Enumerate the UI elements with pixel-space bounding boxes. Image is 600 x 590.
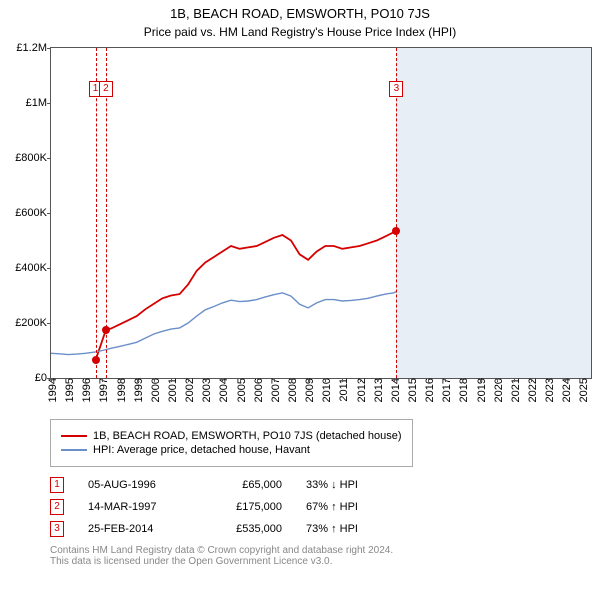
event-number: 2 xyxy=(50,499,64,515)
event-date: 14-MAR-1997 xyxy=(88,501,188,513)
ytick-mark xyxy=(47,48,51,49)
xtick-mark xyxy=(462,378,463,382)
ytick-mark xyxy=(47,213,51,214)
xtick-mark xyxy=(51,378,52,382)
chart-plot-area: £0£200K£400K£600K£800K£1M£1.2M1994199519… xyxy=(50,47,592,379)
xtick-mark xyxy=(137,378,138,382)
legend-item: HPI: Average price, detached house, Hava… xyxy=(61,444,402,456)
xtick-mark xyxy=(68,378,69,382)
xtick-mark xyxy=(394,378,395,382)
event-delta: 73% ↑ HPI xyxy=(306,523,386,535)
xtick-mark xyxy=(377,378,378,382)
xtick-mark xyxy=(411,378,412,382)
legend-label: HPI: Average price, detached house, Hava… xyxy=(93,444,310,456)
chart-subtitle: Price paid vs. HM Land Registry's House … xyxy=(0,21,600,47)
legend-swatch xyxy=(61,449,87,450)
xtick-mark xyxy=(85,378,86,382)
xtick-mark xyxy=(342,378,343,382)
xtick-mark xyxy=(428,378,429,382)
event-marker-2: 2 xyxy=(99,81,113,97)
xtick-mark xyxy=(102,378,103,382)
event-dot-2 xyxy=(102,326,110,334)
ytick-label: £400K xyxy=(15,262,51,274)
legend-item: 1B, BEACH ROAD, EMSWORTH, PO10 7JS (deta… xyxy=(61,430,402,442)
xtick-mark xyxy=(222,378,223,382)
events-table: 1 05-AUG-1996 £65,000 33% ↓ HPI 2 14-MAR-1997… xyxy=(50,477,600,537)
ytick-label: £200K xyxy=(15,317,51,329)
ytick-mark xyxy=(47,268,51,269)
attribution-line-2: This data is licensed under the Open Gov… xyxy=(50,556,600,567)
legend-swatch xyxy=(61,435,87,437)
xtick-mark xyxy=(240,378,241,382)
ytick-mark xyxy=(47,103,51,104)
xtick-mark xyxy=(291,378,292,382)
ytick-mark xyxy=(47,323,51,324)
xtick-mark xyxy=(308,378,309,382)
ytick-label: £600K xyxy=(15,207,51,219)
ytick-label: £1.2M xyxy=(16,42,51,54)
xtick-mark xyxy=(531,378,532,382)
attribution-line-1: Contains HM Land Registry data © Crown c… xyxy=(50,545,600,556)
event-delta: 67% ↑ HPI xyxy=(306,501,386,513)
chart-shaded-region xyxy=(396,48,591,378)
xtick-mark xyxy=(582,378,583,382)
ytick-mark xyxy=(47,158,51,159)
event-price: £65,000 xyxy=(212,479,282,491)
event-row: 1 05-AUG-1996 £65,000 33% ↓ HPI xyxy=(50,477,600,493)
ytick-label: £800K xyxy=(15,152,51,164)
event-marker-3: 3 xyxy=(389,81,403,97)
xtick-mark xyxy=(205,378,206,382)
event-row: 3 25-FEB-2014 £535,000 73% ↑ HPI xyxy=(50,521,600,537)
xtick-mark xyxy=(514,378,515,382)
xtick-mark xyxy=(480,378,481,382)
event-date: 25-FEB-2014 xyxy=(88,523,188,535)
xtick-mark xyxy=(171,378,172,382)
event-row: 2 14-MAR-1997 £175,000 67% ↑ HPI xyxy=(50,499,600,515)
legend-box: 1B, BEACH ROAD, EMSWORTH, PO10 7JS (deta… xyxy=(50,419,413,467)
attribution-text: Contains HM Land Registry data © Crown c… xyxy=(50,545,600,567)
chart-title: 1B, BEACH ROAD, EMSWORTH, PO10 7JS xyxy=(0,0,600,21)
xtick-mark xyxy=(120,378,121,382)
event-price: £535,000 xyxy=(212,523,282,535)
event-date: 05-AUG-1996 xyxy=(88,479,188,491)
xtick-mark xyxy=(497,378,498,382)
xtick-mark xyxy=(274,378,275,382)
event-dot-3 xyxy=(392,227,400,235)
xtick-mark xyxy=(257,378,258,382)
xtick-mark xyxy=(325,378,326,382)
xtick-mark xyxy=(154,378,155,382)
event-number: 3 xyxy=(50,521,64,537)
xtick-mark xyxy=(360,378,361,382)
event-number: 1 xyxy=(50,477,64,493)
event-vline-1 xyxy=(96,48,97,378)
xtick-mark xyxy=(565,378,566,382)
event-dot-1 xyxy=(92,356,100,364)
xtick-mark xyxy=(548,378,549,382)
xtick-mark xyxy=(188,378,189,382)
xtick-mark xyxy=(445,378,446,382)
event-price: £175,000 xyxy=(212,501,282,513)
legend-label: 1B, BEACH ROAD, EMSWORTH, PO10 7JS (deta… xyxy=(93,430,402,442)
event-vline-3 xyxy=(396,48,397,378)
event-delta: 33% ↓ HPI xyxy=(306,479,386,491)
